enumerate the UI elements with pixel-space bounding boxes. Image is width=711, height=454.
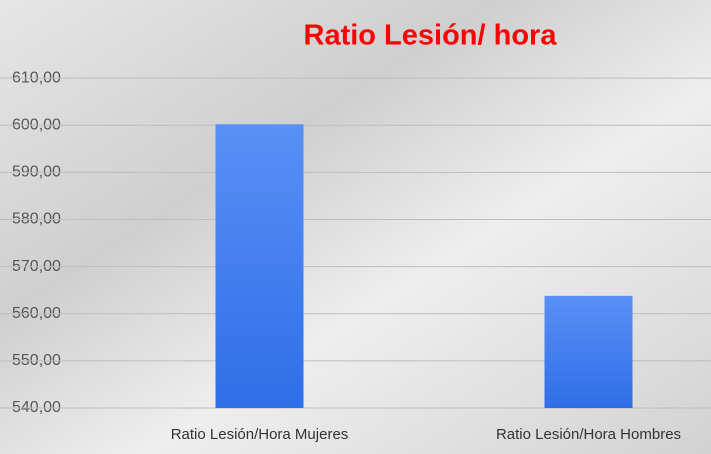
bar <box>215 124 304 409</box>
bar <box>544 295 633 408</box>
chart-title: Ratio Lesión/ hora <box>304 20 558 52</box>
x-tick-label: Ratio Lesión/Hora Mujeres <box>171 426 349 443</box>
x-tick-label: Ratio Lesión/Hora Hombres <box>496 426 681 443</box>
